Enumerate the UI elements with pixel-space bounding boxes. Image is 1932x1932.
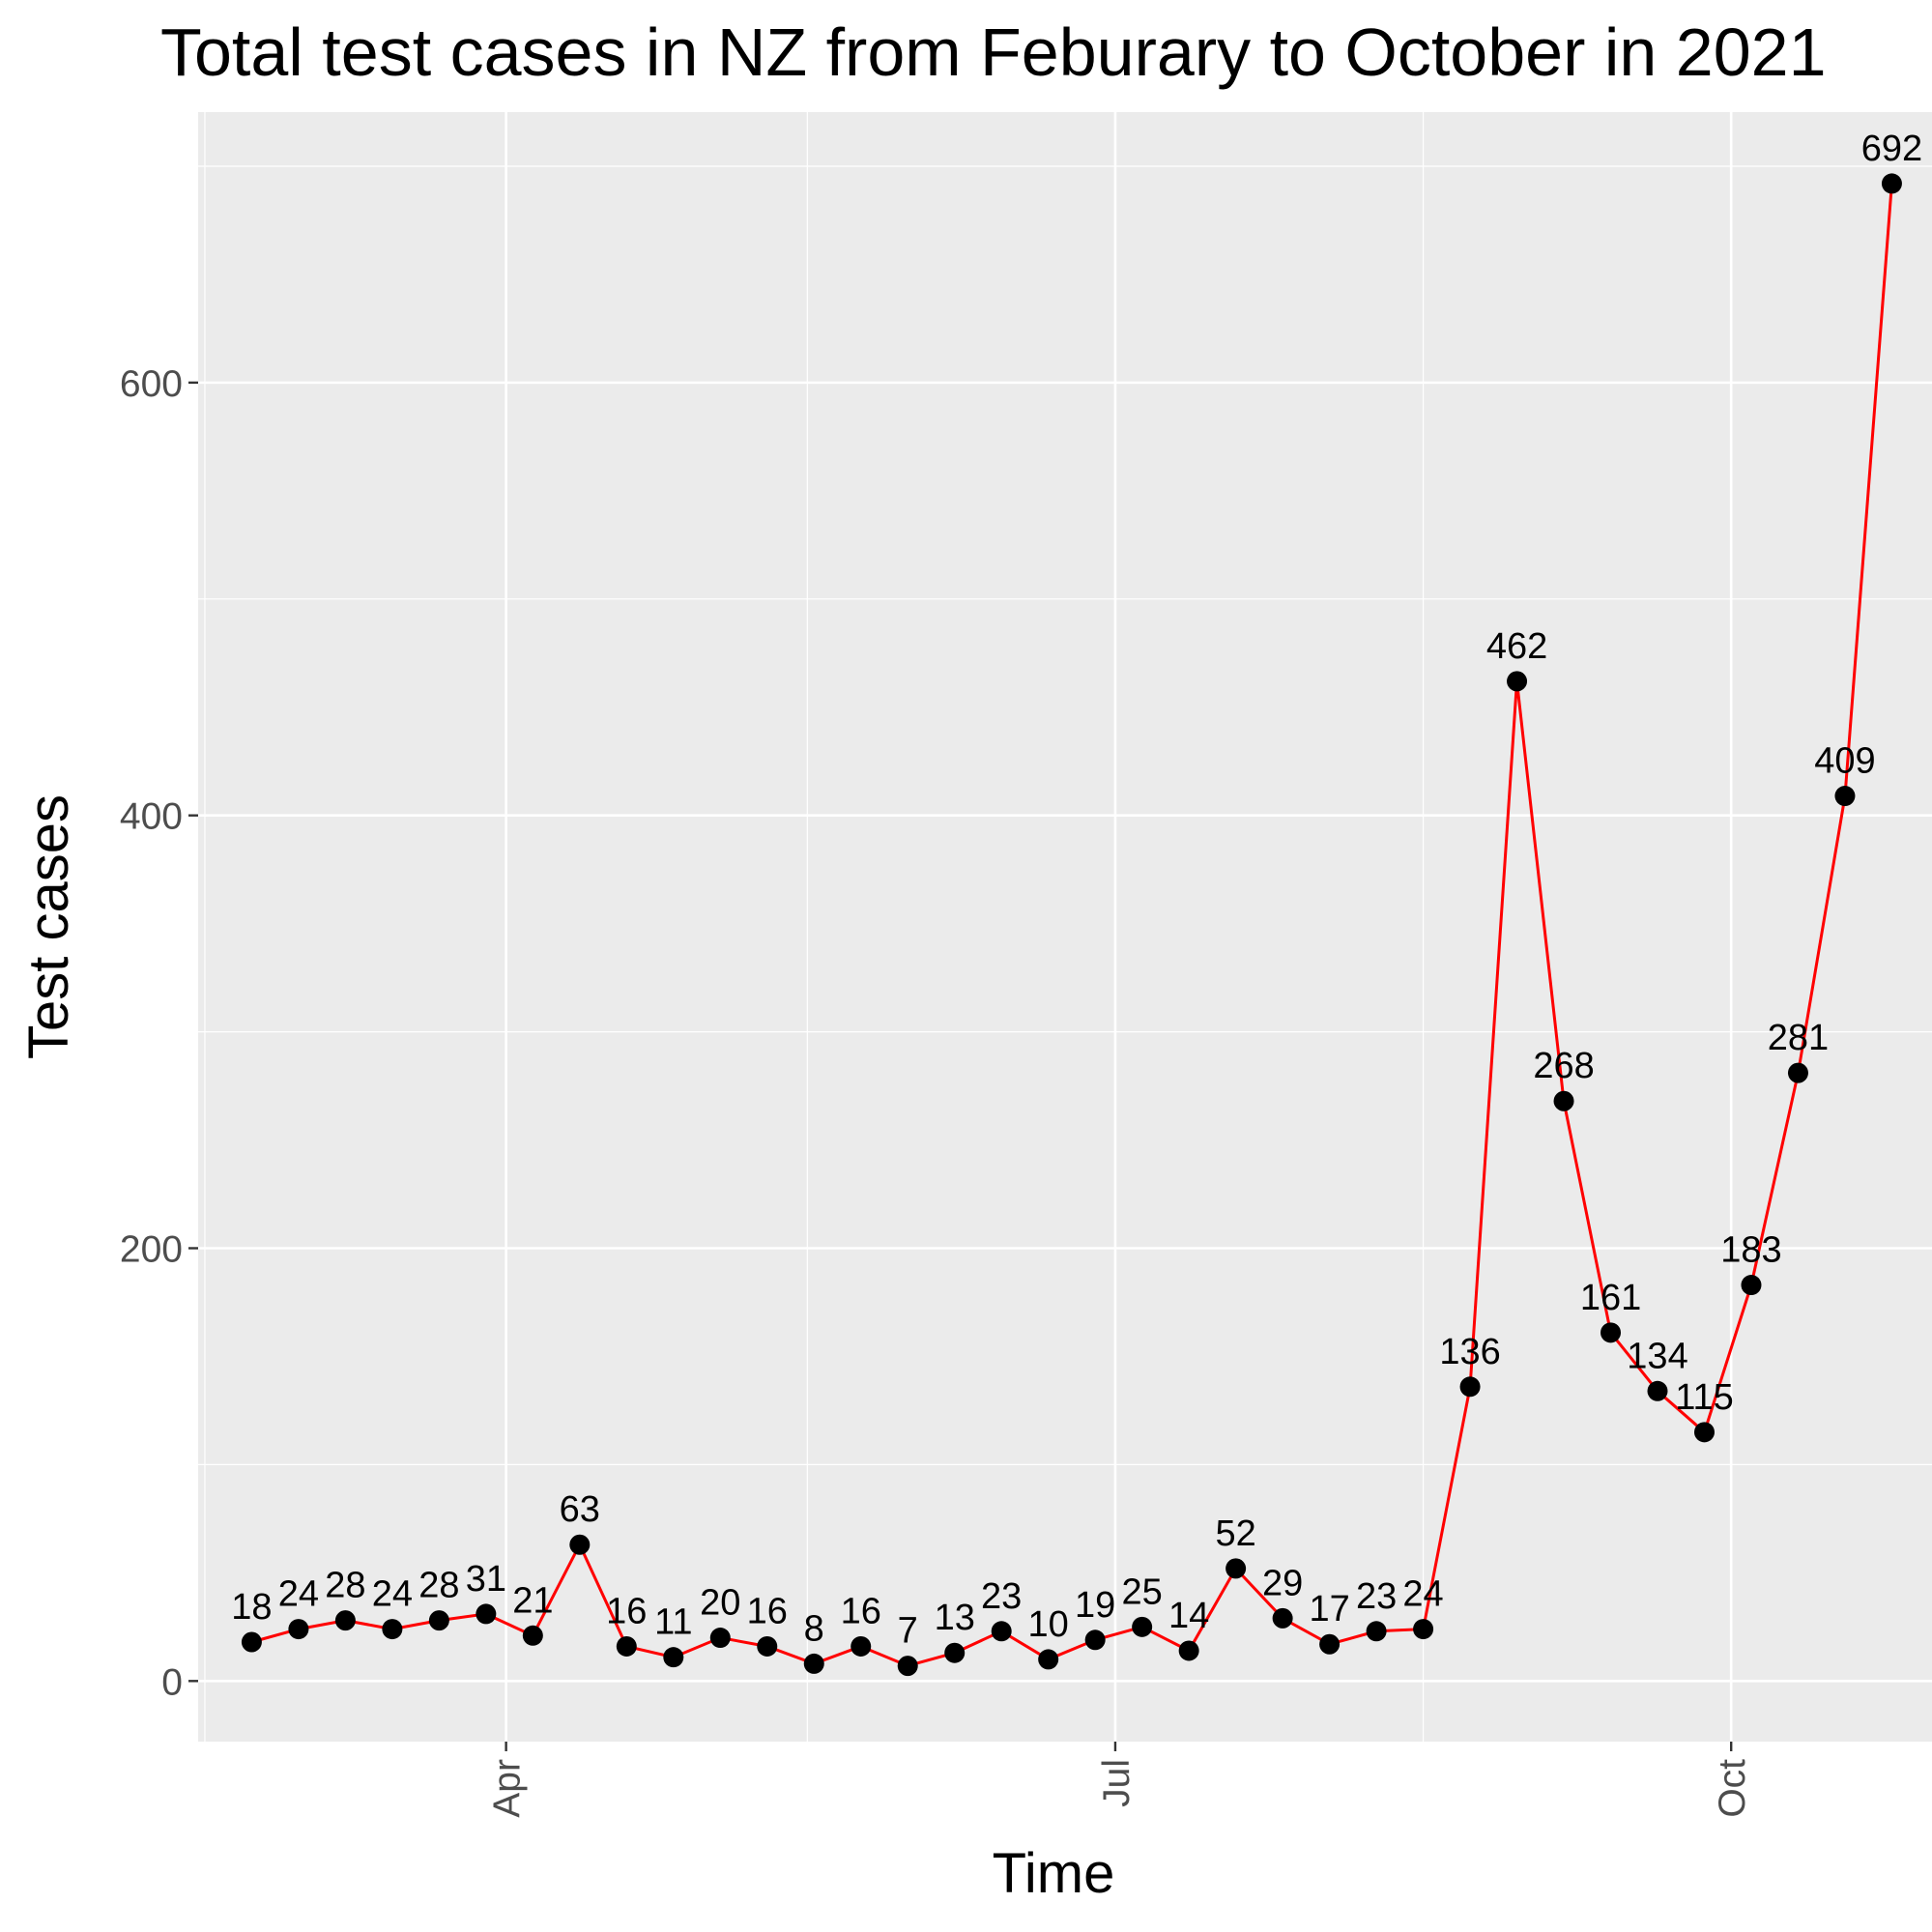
y-axis-title: Test cases (17, 794, 80, 1059)
data-point (569, 1534, 591, 1555)
data-label: 21 (512, 1580, 553, 1621)
y-tick-label: 200 (120, 1228, 183, 1270)
chart-title: Total test cases in NZ from Feburary to … (160, 14, 1827, 90)
data-point (1459, 1376, 1481, 1398)
data-label: 7 (898, 1611, 918, 1652)
data-point (709, 1628, 731, 1649)
data-label: 19 (1075, 1585, 1115, 1626)
data-point (1178, 1640, 1199, 1661)
data-label: 692 (1861, 129, 1922, 169)
y-axis-tick-labels: 0 200 400 600 (120, 363, 183, 1703)
data-label: 18 (231, 1587, 272, 1628)
x-tick-label: Oct (1712, 1759, 1753, 1818)
x-tick-label: Jul (1096, 1759, 1138, 1807)
data-label: 268 (1533, 1046, 1594, 1086)
data-point (757, 1635, 778, 1657)
data-label: 28 (418, 1566, 459, 1606)
data-point (1038, 1649, 1059, 1670)
data-label: 16 (747, 1591, 788, 1631)
data-label: 11 (654, 1602, 692, 1643)
data-label: 10 (1028, 1604, 1069, 1645)
data-label: 28 (325, 1566, 365, 1606)
data-point (1132, 1616, 1153, 1637)
data-label: 20 (700, 1583, 740, 1624)
data-label: 25 (1122, 1572, 1163, 1612)
data-point (1413, 1619, 1434, 1640)
x-axis-tick-labels: Apr Jul Oct (487, 1759, 1754, 1818)
data-label: 23 (981, 1576, 1022, 1617)
x-tick-label: Apr (487, 1759, 529, 1818)
y-tick-label: 600 (120, 363, 183, 405)
data-point (1272, 1607, 1293, 1629)
data-label: 183 (1720, 1230, 1781, 1271)
data-label: 409 (1814, 741, 1875, 782)
data-point (334, 1610, 356, 1631)
data-label: 31 (466, 1559, 506, 1600)
data-point (382, 1619, 403, 1640)
data-label: 13 (935, 1598, 975, 1638)
data-points (241, 173, 1902, 1677)
plot-panel (198, 112, 1932, 1742)
data-point (1834, 786, 1856, 807)
data-point (1084, 1629, 1106, 1651)
data-point (897, 1656, 918, 1677)
y-tick-label: 0 (161, 1661, 183, 1703)
data-point (1881, 173, 1902, 194)
data-point (663, 1647, 684, 1668)
data-point (288, 1619, 309, 1640)
data-point (428, 1610, 449, 1631)
data-label: 24 (372, 1574, 413, 1615)
data-label: 136 (1439, 1332, 1500, 1372)
data-label: 23 (1356, 1576, 1397, 1617)
data-label: 134 (1627, 1336, 1687, 1376)
data-point (1600, 1322, 1622, 1343)
data-label: 63 (560, 1489, 600, 1530)
data-point (1507, 671, 1528, 692)
data-label: 16 (606, 1591, 647, 1631)
axis-ticks (188, 381, 1733, 1751)
data-point (1226, 1558, 1247, 1579)
data-label: 52 (1215, 1514, 1255, 1554)
data-point (1693, 1422, 1715, 1443)
data-point (241, 1631, 262, 1653)
data-point (1319, 1633, 1341, 1655)
data-label: 281 (1768, 1018, 1829, 1058)
data-label: 161 (1580, 1278, 1641, 1318)
data-label: 29 (1262, 1563, 1303, 1603)
data-point (803, 1653, 824, 1674)
major-gridlines (198, 112, 1932, 1742)
data-point (1553, 1090, 1574, 1111)
data-label: 14 (1168, 1596, 1209, 1636)
data-label: 17 (1309, 1589, 1349, 1629)
data-point (1787, 1062, 1808, 1083)
data-point (522, 1625, 543, 1646)
data-point (944, 1642, 966, 1663)
data-label: 24 (1402, 1574, 1443, 1615)
data-point (1647, 1380, 1668, 1401)
data-label: 462 (1486, 626, 1547, 667)
data-label: 16 (841, 1591, 881, 1631)
data-point (476, 1603, 497, 1625)
y-tick-label: 400 (120, 796, 183, 838)
data-point (616, 1635, 637, 1657)
data-point (1366, 1621, 1387, 1642)
data-point (1741, 1275, 1762, 1296)
data-point (851, 1635, 872, 1657)
data-point (991, 1621, 1012, 1642)
data-label: 24 (278, 1574, 319, 1615)
x-axis-title: Time (993, 1842, 1115, 1905)
data-label: 8 (804, 1608, 824, 1649)
data-label: 115 (1675, 1377, 1734, 1418)
